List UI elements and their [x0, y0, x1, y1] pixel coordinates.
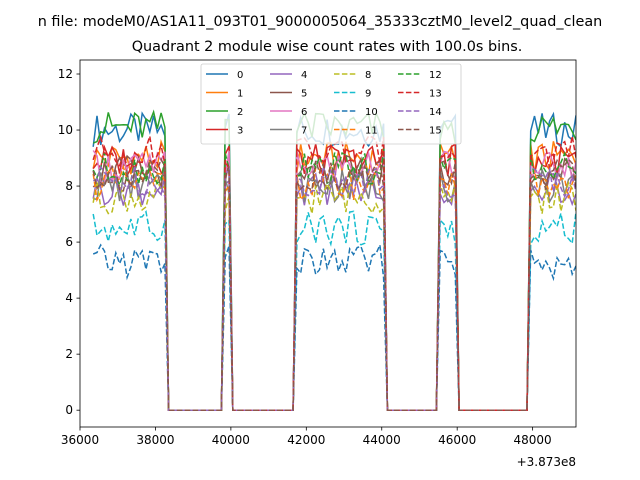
legend-label-2: 2	[237, 107, 243, 118]
legend-label-12: 12	[429, 70, 442, 81]
legend-label-7: 7	[301, 126, 307, 137]
legend-label-14: 14	[429, 107, 442, 118]
axes: 36000 38000 40000 42000 44000 46000 48000 0 2 4 6 8…	[58, 59, 577, 447]
y-tick-label: 6	[65, 235, 73, 249]
y-tick-label: 10	[58, 123, 73, 137]
legend-label-9: 9	[365, 89, 371, 100]
x-tick-label: 46000	[438, 433, 476, 447]
x-tick-label: 44000	[363, 433, 401, 447]
x-tick-label: 48000	[514, 433, 552, 447]
legend-label-6: 6	[301, 107, 307, 118]
x-tick-label: 40000	[212, 433, 250, 447]
series-line-15	[92, 157, 576, 411]
legend-label-1: 1	[237, 89, 243, 100]
legend-box	[200, 63, 462, 145]
legend-label-10: 10	[365, 107, 378, 118]
x-tick-label: 42000	[287, 433, 325, 447]
legend-label-11: 11	[365, 126, 378, 137]
legend-label-0: 0	[237, 70, 243, 81]
legend-label-8: 8	[365, 70, 371, 81]
legend-label-5: 5	[301, 89, 307, 100]
y-tick-label: 0	[65, 403, 73, 417]
x-tick-label: 36000	[61, 433, 99, 447]
y-tick-label: 8	[65, 179, 73, 193]
figure-suptitle: n file: modeM0/AS1A11_093T01_9000005064_…	[38, 14, 603, 30]
series-line-14	[93, 164, 576, 411]
y-tick-label: 2	[65, 347, 73, 361]
y-tick-label: 4	[65, 291, 73, 305]
axes-frame	[79, 59, 577, 428]
legend-label-3: 3	[237, 126, 243, 137]
legend-label-4: 4	[301, 70, 307, 81]
legend-label-13: 13	[429, 89, 442, 100]
x-offset-label: +3.873e8	[517, 455, 576, 469]
chart-title: Quadrant 2 module wise count rates with …	[132, 39, 523, 55]
x-tick-label: 38000	[136, 433, 174, 447]
plot-area	[92, 109, 576, 411]
legend-label-15: 15	[429, 126, 442, 137]
y-tick-label: 12	[58, 67, 73, 81]
